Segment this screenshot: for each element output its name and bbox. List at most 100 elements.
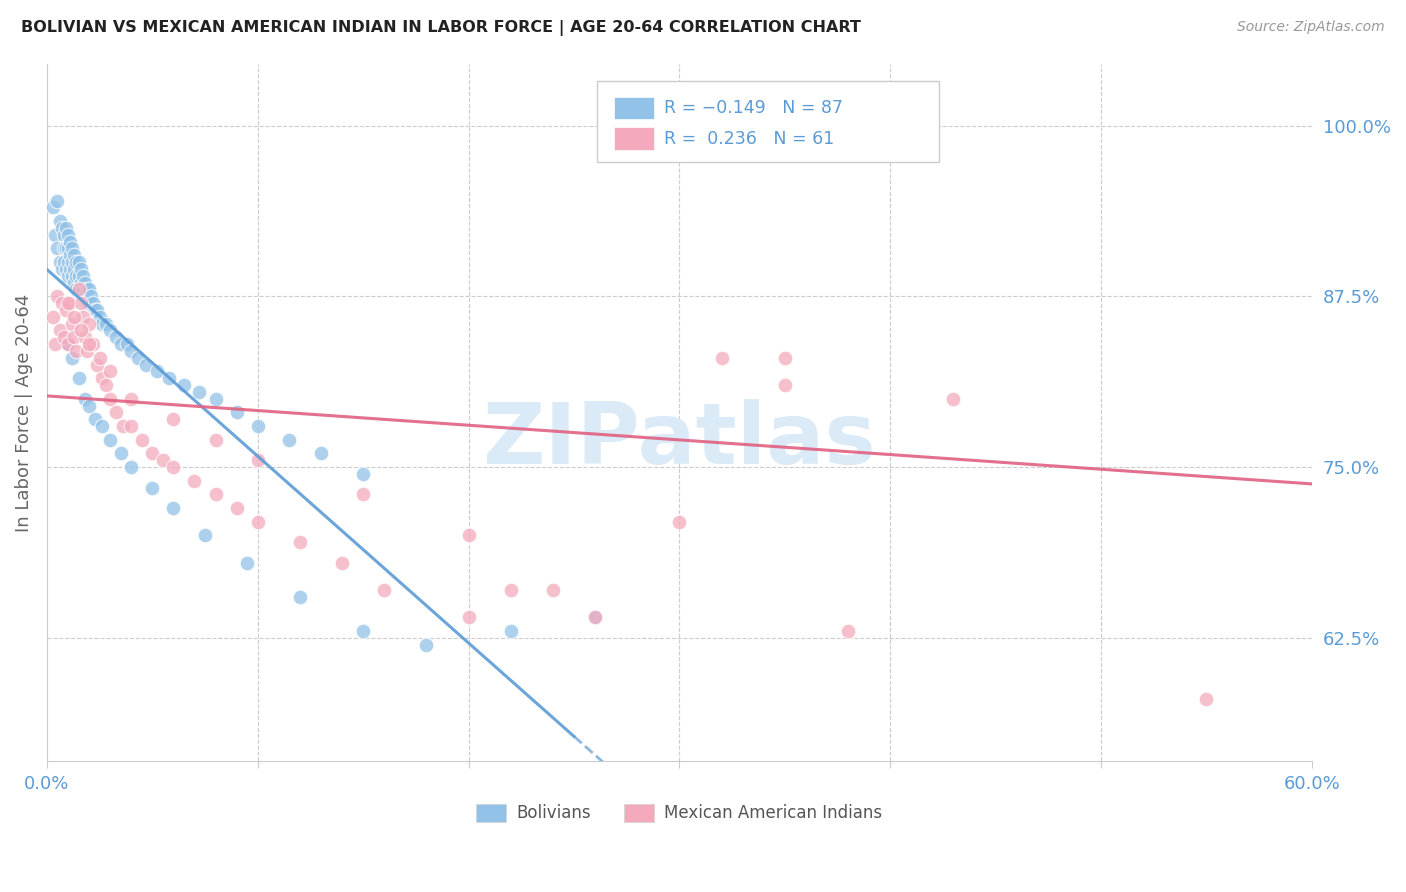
Point <box>67 282 90 296</box>
Point <box>162 460 184 475</box>
Point <box>457 528 479 542</box>
Text: Source: ZipAtlas.com: Source: ZipAtlas.com <box>1237 20 1385 34</box>
Point <box>55 302 77 317</box>
Point <box>110 337 132 351</box>
Point <box>194 528 217 542</box>
FancyBboxPatch shape <box>613 128 654 150</box>
Point <box>499 582 522 597</box>
Point <box>52 242 75 256</box>
Y-axis label: In Labor Force | Age 20-64: In Labor Force | Age 20-64 <box>15 293 32 532</box>
Point <box>60 255 83 269</box>
Point <box>583 610 606 624</box>
Point <box>69 296 91 310</box>
Point <box>225 405 247 419</box>
Point <box>415 638 437 652</box>
Point <box>98 392 121 406</box>
Point <box>583 610 606 624</box>
Point <box>131 433 153 447</box>
Point <box>90 317 112 331</box>
Point <box>457 610 479 624</box>
Point <box>63 310 86 324</box>
FancyBboxPatch shape <box>613 97 654 120</box>
Point <box>67 282 90 296</box>
Point <box>46 194 69 208</box>
Point <box>352 624 374 638</box>
Point <box>72 310 94 324</box>
Text: R =  0.236   N = 61: R = 0.236 N = 61 <box>664 129 834 147</box>
Point <box>89 310 111 324</box>
Point <box>204 392 226 406</box>
Point <box>152 453 174 467</box>
Point <box>162 501 184 516</box>
Text: ZIPatlas: ZIPatlas <box>482 399 876 482</box>
Point <box>55 221 77 235</box>
Point <box>51 296 73 310</box>
Point <box>77 296 100 310</box>
Point <box>73 392 96 406</box>
Point <box>90 371 112 385</box>
Point <box>105 405 128 419</box>
Point <box>72 282 94 296</box>
Point <box>59 262 82 277</box>
Point <box>541 582 564 597</box>
Point <box>288 590 311 604</box>
Point <box>77 399 100 413</box>
Point <box>773 351 796 365</box>
Point <box>120 343 142 358</box>
Point <box>141 481 163 495</box>
Point <box>67 371 90 385</box>
Point <box>56 255 79 269</box>
Point <box>90 419 112 434</box>
FancyBboxPatch shape <box>598 81 939 161</box>
Point <box>236 556 259 570</box>
Point <box>48 323 70 337</box>
Point <box>56 268 79 283</box>
Point <box>76 282 98 296</box>
Point <box>56 337 79 351</box>
Text: BOLIVIAN VS MEXICAN AMERICAN INDIAN IN LABOR FORCE | AGE 20-64 CORRELATION CHART: BOLIVIAN VS MEXICAN AMERICAN INDIAN IN L… <box>21 20 860 36</box>
Point <box>837 624 859 638</box>
Point <box>94 378 117 392</box>
Point <box>56 227 79 242</box>
Point <box>56 337 79 351</box>
Point <box>352 487 374 501</box>
Point <box>84 412 107 426</box>
Point <box>76 296 98 310</box>
Point <box>86 358 108 372</box>
Point <box>77 337 100 351</box>
Point <box>48 214 70 228</box>
Point <box>120 460 142 475</box>
Point <box>69 323 91 337</box>
Point <box>173 378 195 392</box>
Point <box>115 337 138 351</box>
Point <box>98 323 121 337</box>
Point <box>120 392 142 406</box>
Point <box>59 248 82 262</box>
Point <box>65 282 87 296</box>
Point <box>89 351 111 365</box>
Point <box>59 296 82 310</box>
Point <box>942 392 965 406</box>
Point <box>46 289 69 303</box>
Point <box>82 296 104 310</box>
Point <box>65 255 87 269</box>
Point <box>67 268 90 283</box>
Point <box>110 446 132 460</box>
Point <box>56 242 79 256</box>
Point <box>246 453 269 467</box>
Point <box>52 255 75 269</box>
Point <box>69 262 91 277</box>
Point <box>183 474 205 488</box>
Point <box>246 419 269 434</box>
Point <box>65 268 87 283</box>
Point <box>44 337 66 351</box>
Point <box>157 371 180 385</box>
Point <box>127 351 149 365</box>
Point <box>65 343 87 358</box>
Point <box>55 242 77 256</box>
Point <box>52 227 75 242</box>
Point <box>77 317 100 331</box>
Point <box>204 433 226 447</box>
Point <box>42 310 65 324</box>
Point <box>373 582 395 597</box>
